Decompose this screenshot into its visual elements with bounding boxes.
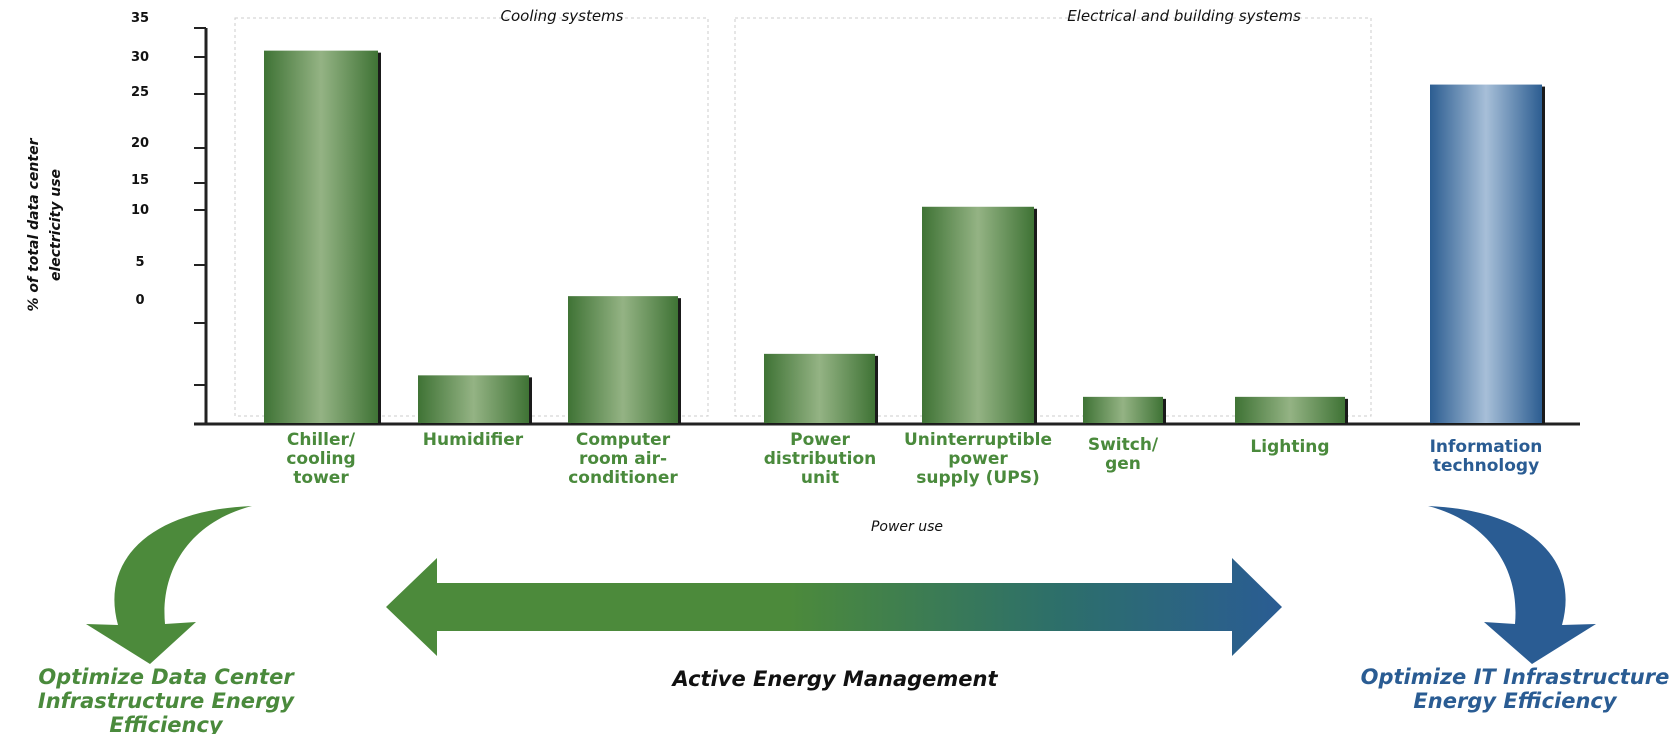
y-tick-label: 15 — [131, 173, 149, 188]
left-curved-arrow-icon — [86, 506, 252, 664]
category-label: cooling — [286, 449, 355, 469]
bar-5 — [1083, 396, 1163, 423]
category-label: gen — [1105, 454, 1141, 474]
right-curved-arrow-icon — [1428, 506, 1596, 664]
bar-0 — [264, 50, 378, 423]
y-tick-label: 10 — [131, 203, 149, 218]
category-label: technology — [1433, 456, 1539, 476]
category-label: supply (UPS) — [916, 468, 1039, 488]
caption-center: Active Energy Management — [670, 667, 998, 691]
y-tick-label: 5 — [135, 255, 144, 270]
y-tick-label: 25 — [131, 85, 149, 100]
category-label: Lighting — [1250, 437, 1329, 457]
bar-7 — [1430, 84, 1542, 424]
category-label: power — [948, 449, 1008, 469]
bars — [264, 50, 1545, 425]
y-tick-label: 35 — [131, 11, 149, 26]
category-label: unit — [801, 468, 839, 488]
y-ticks: 35 30 25 20 15 10 5 0 — [131, 11, 206, 425]
caption-left: Infrastructure Energy — [38, 689, 296, 713]
category-label: Computer — [576, 430, 671, 450]
y-tick-label: 20 — [131, 136, 149, 151]
bar-4 — [922, 206, 1034, 423]
x-axis-label: Power use — [871, 519, 943, 535]
category-label: Information — [1430, 437, 1543, 457]
caption-left: Optimize Data Center — [38, 665, 295, 689]
electrical-group-box — [734, 17, 1372, 417]
category-label: tower — [293, 468, 349, 488]
group-label-cooling: Cooling systems — [500, 7, 623, 25]
caption-right: Optimize IT Infrastructure — [1361, 665, 1670, 689]
bar-2 — [568, 296, 678, 423]
bar-1 — [418, 375, 529, 423]
bar-3 — [764, 353, 875, 423]
y-tick-label: 0 — [135, 293, 144, 308]
category-label: conditioner — [568, 468, 678, 488]
category-label: Chiller/ — [287, 430, 356, 450]
cooling-group-box — [234, 17, 709, 417]
category-label: Switch/ — [1088, 435, 1159, 455]
category-label: Humidifier — [423, 430, 524, 450]
y-axis-label-line-2: electricity use — [48, 169, 64, 281]
y-tick-label: 30 — [131, 50, 149, 65]
category-label: distribution — [764, 449, 876, 469]
category-label: Power — [790, 430, 850, 450]
category-label: Uninterruptible — [904, 430, 1052, 450]
y-axis-label-line-1: % of total data center — [26, 137, 42, 311]
group-label-electrical: Electrical and building systems — [1067, 7, 1301, 25]
center-double-arrow-icon — [386, 558, 1282, 656]
caption-right: Energy Efficiency — [1413, 689, 1617, 713]
caption-left: Efficiency — [109, 713, 224, 734]
bar-6 — [1235, 396, 1345, 423]
category-label: room air- — [579, 449, 667, 469]
